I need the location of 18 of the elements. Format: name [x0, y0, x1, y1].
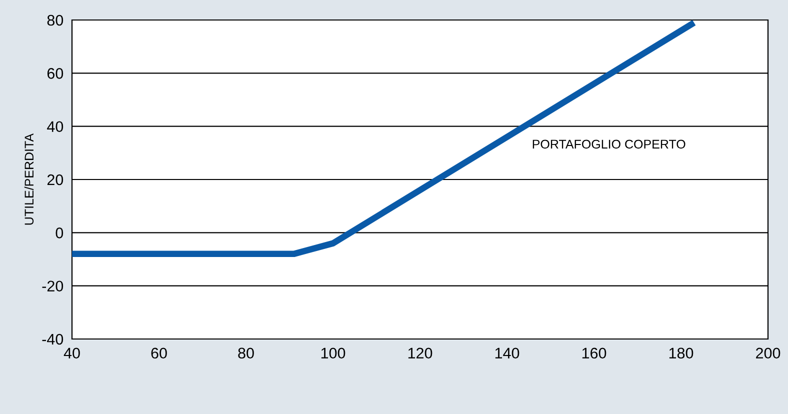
y-tick-label: 20 — [47, 174, 64, 186]
x-tick-label: 120 — [408, 348, 432, 359]
x-tick-label: 80 — [238, 348, 254, 359]
y-tick-label: 80 — [47, 14, 64, 26]
x-tick-label: 60 — [151, 348, 167, 359]
x-tick-label: 140 — [495, 348, 520, 359]
y-tick-label: 60 — [47, 68, 64, 79]
y-tick-label: -40 — [42, 334, 64, 345]
y-tick-label: -20 — [42, 280, 64, 292]
x-tick-label: 160 — [582, 348, 606, 359]
y-tick-label: 0 — [56, 228, 64, 238]
x-tick-label: 100 — [321, 348, 346, 359]
y-axis-title: UTILE/PERDITA — [24, 133, 34, 225]
series-label: PORTAFOGLIO COPERTO — [532, 140, 686, 149]
y-tick-label: 40 — [47, 121, 64, 132]
x-tick-label: 180 — [669, 348, 694, 359]
x-tick-label: 40 — [64, 348, 80, 359]
x-tick-label: 200 — [756, 348, 780, 359]
